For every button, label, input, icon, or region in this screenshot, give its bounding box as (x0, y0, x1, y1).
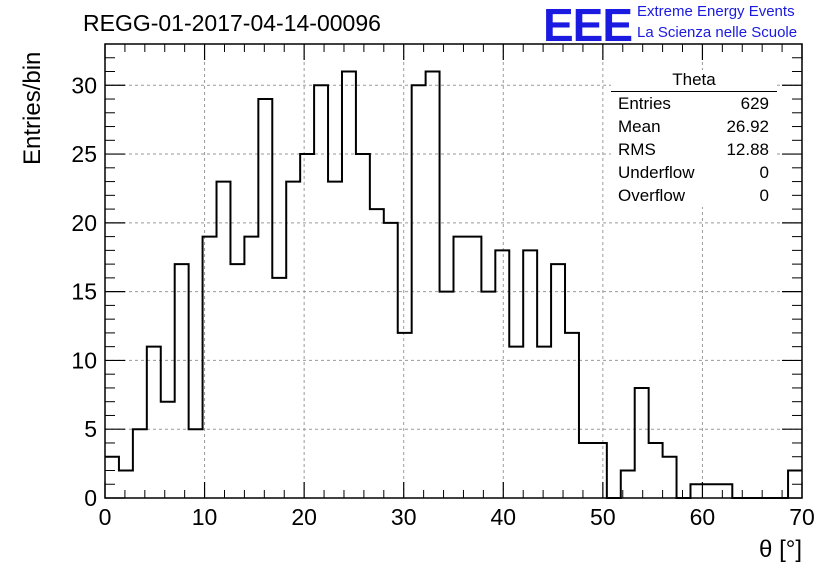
logo-line-2: La Scienza nelle Scuole (637, 24, 798, 41)
chart-title: REGG-01-2017-04-14-00096 (83, 10, 381, 36)
stats-box: Theta Entries 629 Mean 26.92 RMS 12.88 U… (611, 70, 777, 207)
x-tick-label: 30 (391, 504, 417, 530)
y-tick-label: 15 (71, 279, 97, 305)
x-tick-label: 60 (690, 504, 716, 530)
stats-value: 0 (759, 186, 769, 205)
x-tick-label: 0 (99, 504, 112, 530)
y-tick-label: 25 (71, 141, 97, 167)
y-axis-label: Entries/bin (19, 51, 46, 165)
x-tick-label: 20 (291, 504, 317, 530)
tick-labels: 0 10 20 30 40 50 60 70 0 5 10 15 20 25 30 (71, 72, 814, 530)
stats-label: Overflow (618, 186, 686, 205)
y-tick-label: 10 (71, 347, 97, 373)
stats-label: Entries (618, 94, 671, 113)
stats-value: 0 (759, 163, 769, 182)
x-tick-label: 70 (789, 504, 815, 530)
x-tick-label: 50 (590, 504, 616, 530)
stats-row-underflow: Underflow 0 (611, 161, 777, 184)
stats-title: Theta (611, 70, 777, 92)
stats-value: 26.92 (726, 117, 769, 136)
y-tick-label: 20 (71, 210, 97, 236)
y-tick-label: 5 (84, 416, 97, 442)
x-tick-label: 10 (192, 504, 218, 530)
stats-row-entries: Entries 629 (611, 92, 777, 115)
stats-value: 12.88 (726, 140, 769, 159)
stats-row-rms: RMS 12.88 (611, 138, 777, 161)
histogram-outline (105, 70, 802, 499)
stats-value: 629 (740, 94, 769, 113)
y-tick-label: 30 (71, 72, 97, 98)
stats-row-mean: Mean 26.92 (611, 115, 777, 138)
stats-label: Underflow (618, 163, 695, 182)
grid-lines (105, 44, 802, 498)
x-tick-label: 40 (490, 504, 516, 530)
x-axis-label: θ [°] (759, 536, 802, 563)
stats-label: RMS (618, 140, 656, 159)
logo-line-1: Extreme Energy Events (637, 3, 795, 20)
stats-row-overflow: Overflow 0 (611, 184, 777, 207)
eee-logo: EEE (543, 0, 633, 51)
plot-frame (104, 43, 803, 499)
axis-ticks (104, 43, 803, 499)
y-tick-label: 0 (84, 485, 97, 511)
stats-label: Mean (618, 117, 661, 136)
